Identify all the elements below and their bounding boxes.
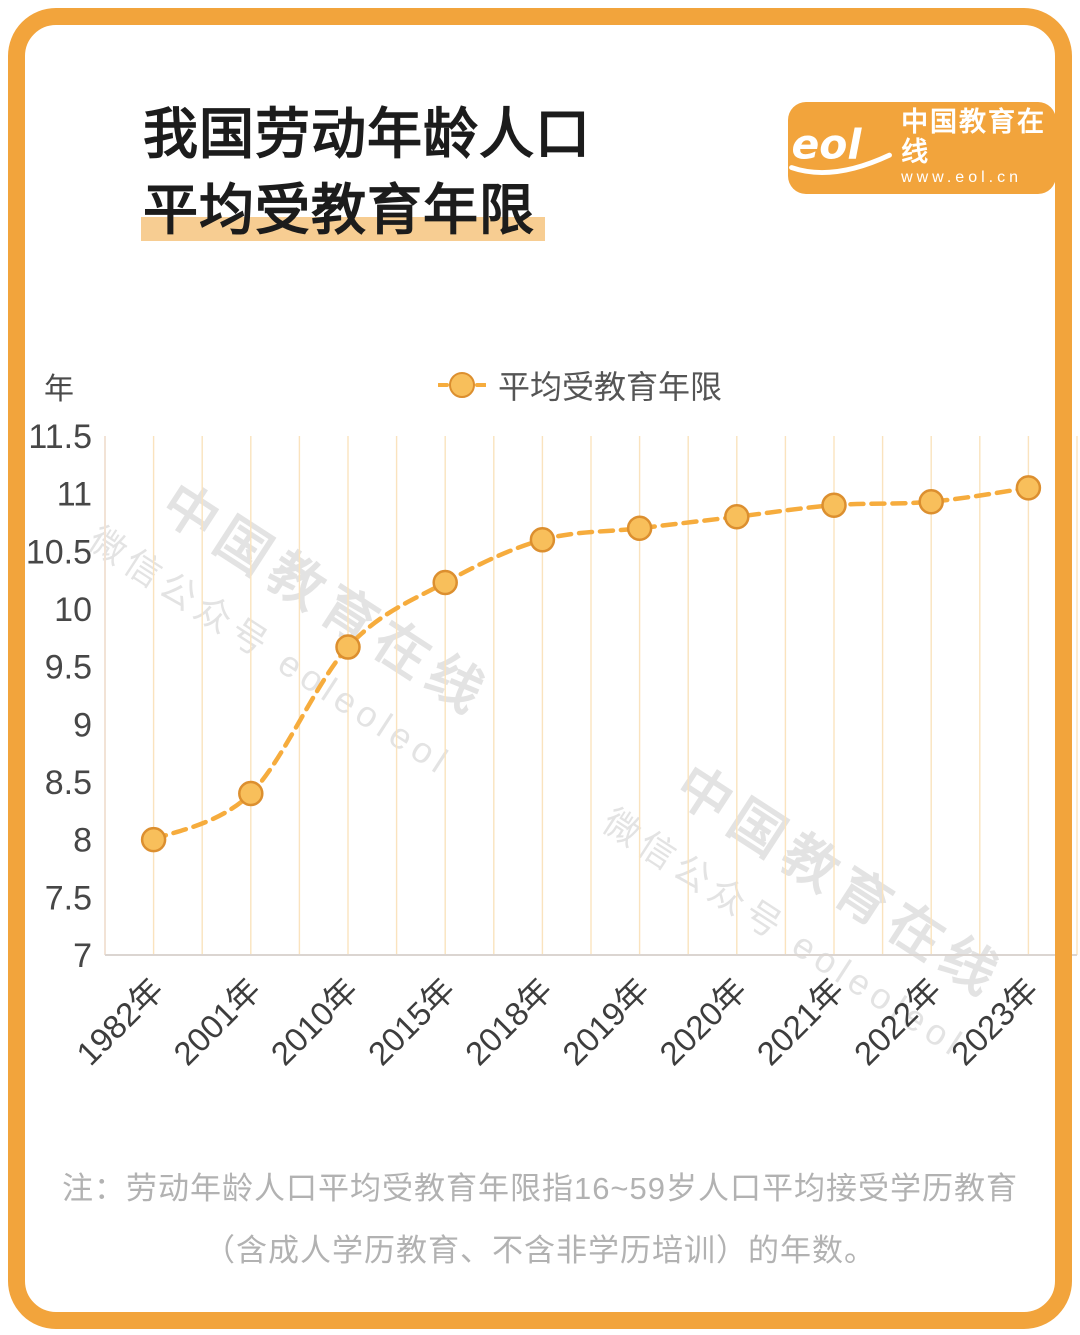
footnote-line-2: （含成人学历教育、不含非学历培训）的年数。 [204, 1233, 876, 1268]
chart-legend: 平均受教育年限 [438, 362, 722, 408]
svg-text:eol: eol [792, 121, 863, 169]
title-line-1: 我国劳动年龄人口 [143, 103, 592, 165]
svg-text:10: 10 [54, 591, 92, 629]
svg-text:7: 7 [73, 937, 92, 975]
footnote: 注：劳动年龄人口平均受教育年限指16~59岁人口平均接受学历教育 （含成人学历教… [0, 1158, 1080, 1282]
svg-text:8.5: 8.5 [45, 764, 92, 802]
svg-text:2020年: 2020年 [652, 971, 753, 1072]
svg-text:11.5: 11.5 [28, 418, 92, 456]
title-line-2: 平均受教育年限 [141, 172, 591, 248]
svg-text:2018年: 2018年 [458, 971, 559, 1072]
eol-logo-icon: eol [789, 121, 892, 175]
legend-marker-icon [438, 372, 486, 398]
logo-url: www.eol.cn [901, 169, 1022, 186]
svg-text:2019年: 2019年 [555, 971, 656, 1072]
svg-text:2015年: 2015年 [361, 971, 462, 1072]
svg-text:2023年: 2023年 [944, 971, 1045, 1072]
footnote-line-1: 注：劳动年龄人口平均受教育年限指16~59岁人口平均接受学历教育 [61, 1171, 1019, 1206]
svg-text:2022年: 2022年 [847, 971, 948, 1072]
legend-label: 平均受教育年限 [498, 369, 723, 405]
svg-text:11: 11 [57, 476, 92, 514]
y-axis-unit-label: 年 [44, 373, 74, 406]
svg-text:10.5: 10.5 [26, 533, 92, 571]
svg-text:1982年: 1982年 [69, 971, 170, 1072]
eol-logo: eol 中国教育在线 www.eol.cn [788, 102, 1056, 194]
svg-text:8: 8 [73, 822, 92, 860]
svg-text:7.5: 7.5 [45, 879, 92, 917]
svg-text:9: 9 [73, 706, 92, 744]
svg-text:2001年: 2001年 [166, 971, 267, 1072]
logo-brand-name: 中国教育在线 [901, 107, 1047, 167]
page-title: 我国劳动年龄人口 平均受教育年限 [141, 96, 592, 248]
svg-text:2021年: 2021年 [750, 971, 851, 1072]
logo-text: 中国教育在线 www.eol.cn [901, 107, 1056, 189]
svg-text:9.5: 9.5 [45, 649, 92, 687]
svg-text:2010年: 2010年 [264, 971, 365, 1072]
